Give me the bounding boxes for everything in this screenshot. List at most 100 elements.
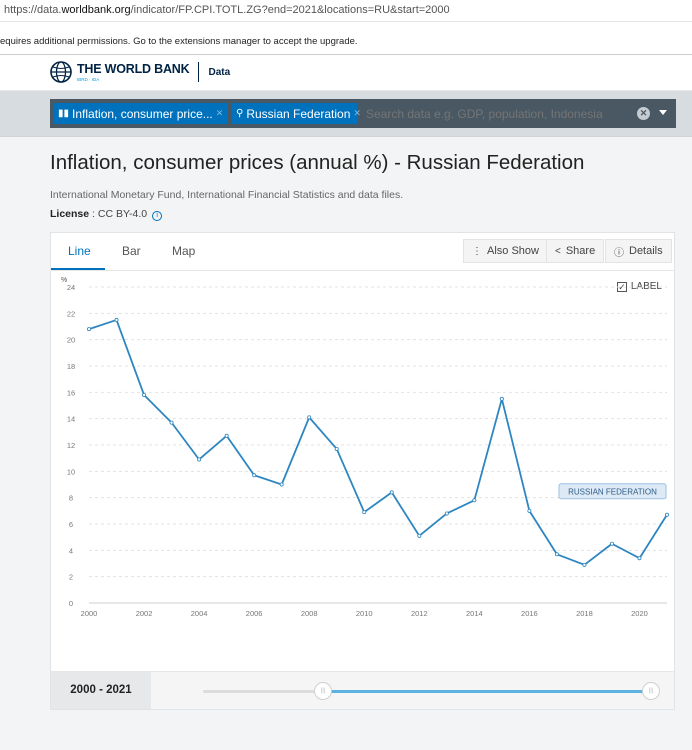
remove-chip-icon[interactable]: ✕: [215, 108, 224, 118]
chevron-down-icon[interactable]: [659, 110, 667, 115]
tab-line[interactable]: Line: [68, 244, 91, 258]
country-chip-label: Russian Federation: [246, 106, 351, 121]
url-path: /indicator/FP.CPI.TOTL.ZG?end=2021&locat…: [130, 4, 450, 16]
x-tick-label: 2008: [301, 609, 318, 618]
search-input[interactable]: [366, 106, 626, 121]
clear-icon[interactable]: ✕: [637, 107, 650, 120]
share-label: Share: [565, 245, 596, 257]
indicator-chip-label: Inflation, consumer price...: [72, 106, 213, 121]
details-label: Details: [629, 245, 663, 257]
license-value: : CC BY-4.0: [89, 208, 148, 220]
year-range-slider: 2000 - 2021 ||| |||: [51, 671, 674, 709]
filter-bar: ▮▮ Inflation, consumer price... ✕ ⚲ Russ…: [0, 91, 692, 137]
series-label: RUSSIAN FEDERATION: [568, 487, 657, 496]
x-tick-label: 2006: [246, 609, 263, 618]
data-point: [87, 327, 92, 332]
also-show-button[interactable]: ⋮ Also Show: [463, 239, 548, 263]
info-icon: ⓘ: [614, 247, 624, 259]
search-box[interactable]: ▮▮ Inflation, consumer price... ✕ ⚲ Russ…: [50, 99, 676, 128]
data-point: [582, 562, 587, 567]
y-tick-label: 10: [67, 467, 75, 476]
series-label-box: [558, 483, 667, 500]
chart-card: Line Bar Map ⋮ Also Show < Share ⓘ Details …: [50, 232, 675, 710]
share-icon: <: [555, 245, 561, 257]
data-point: [554, 552, 559, 557]
tab-bar[interactable]: Bar: [122, 244, 141, 258]
x-tick-label: 2018: [576, 609, 593, 618]
range-start: 2000: [70, 684, 96, 696]
chart-tabs: Line Bar Map ⋮ Also Show < Share ⓘ Details: [51, 233, 674, 271]
brand-subtitle: IBRD · IDA: [77, 77, 100, 83]
url-prefix: https://data.: [4, 4, 62, 16]
x-tick-label: 2000: [81, 609, 98, 618]
y-axis-unit-label: %: [61, 277, 67, 284]
globe-icon: [50, 61, 72, 83]
data-point: [417, 533, 422, 538]
address-bar[interactable]: https://data.worldbank.org/indicator/FP.…: [0, 0, 692, 22]
data-point: [114, 317, 119, 322]
x-tick-label: 2020: [631, 609, 648, 618]
data-point: [527, 508, 532, 513]
data-point: [142, 392, 147, 397]
data-point: [279, 482, 284, 487]
y-tick-label: 20: [67, 336, 75, 345]
data-point: [472, 498, 477, 503]
brand-divider: [198, 62, 200, 82]
data-point: [499, 396, 504, 401]
y-tick-label: 24: [67, 283, 75, 292]
active-tab-indicator: [51, 268, 105, 270]
site-header: THE WORLD BANK IBRD · IDA Data: [0, 55, 692, 91]
y-tick-label: 2: [69, 573, 73, 582]
slider-start-handle[interactable]: |||: [314, 682, 332, 700]
slider-selected-range: [323, 690, 652, 693]
page-title: Inflation, consumer prices (annual %) - …: [50, 151, 585, 174]
data-point: [362, 510, 367, 515]
share-button[interactable]: < Share: [546, 239, 605, 263]
notice-text: equires additional permissions. Go to th…: [0, 36, 358, 47]
remove-chip-icon[interactable]: ✕: [353, 108, 361, 118]
y-tick-label: 22: [67, 309, 75, 318]
y-tick-label: 16: [67, 388, 75, 397]
data-point: [389, 490, 394, 495]
y-tick-label: 18: [67, 362, 75, 371]
data-point: [637, 556, 642, 561]
data-point: [197, 457, 202, 462]
series-line: [88, 319, 668, 566]
x-tick-label: 2016: [521, 609, 538, 618]
data-point: [169, 420, 174, 425]
brand-name: THE WORLD BANK IBRD · IDA: [77, 61, 190, 83]
world-bank-logo[interactable]: THE WORLD BANK IBRD · IDA Data: [50, 61, 230, 83]
data-point: [609, 541, 614, 546]
url-host: worldbank.org: [61, 4, 131, 16]
kebab-icon: ⋮: [472, 245, 482, 257]
source-text: International Monetary Fund, Internation…: [50, 189, 404, 201]
brand-title: THE WORLD BANK: [77, 62, 190, 77]
bar-chart-icon: ▮▮: [58, 108, 70, 119]
main-content: Inflation, consumer prices (annual %) - …: [0, 137, 692, 750]
info-icon[interactable]: i: [152, 211, 163, 221]
y-tick-label: 12: [67, 441, 75, 450]
also-show-label: Also Show: [487, 245, 539, 257]
country-chip[interactable]: ⚲ Russian Federation ✕: [232, 103, 361, 124]
details-button[interactable]: ⓘ Details: [605, 239, 672, 263]
slider-end-handle[interactable]: |||: [642, 682, 660, 700]
data-point: [224, 433, 229, 438]
y-tick-label: 4: [69, 546, 73, 555]
range-end: 2021: [106, 684, 132, 696]
indicator-chip[interactable]: ▮▮ Inflation, consumer price... ✕: [54, 103, 228, 124]
data-section-link[interactable]: Data: [208, 66, 231, 78]
label-toggle-text: LABEL: [630, 281, 662, 292]
y-tick-label: 14: [67, 415, 75, 424]
data-point: [444, 511, 449, 516]
data-point: [665, 512, 670, 517]
x-tick-label: 2004: [191, 609, 208, 618]
location-pin-icon: ⚲: [236, 108, 244, 119]
tab-map[interactable]: Map: [172, 244, 196, 258]
data-point: [252, 473, 257, 478]
y-tick-label: 0: [69, 599, 73, 608]
x-tick-label: 2010: [356, 609, 373, 618]
data-point: [307, 415, 312, 420]
x-tick-label: 2012: [411, 609, 428, 618]
y-tick-label: 8: [69, 494, 73, 503]
